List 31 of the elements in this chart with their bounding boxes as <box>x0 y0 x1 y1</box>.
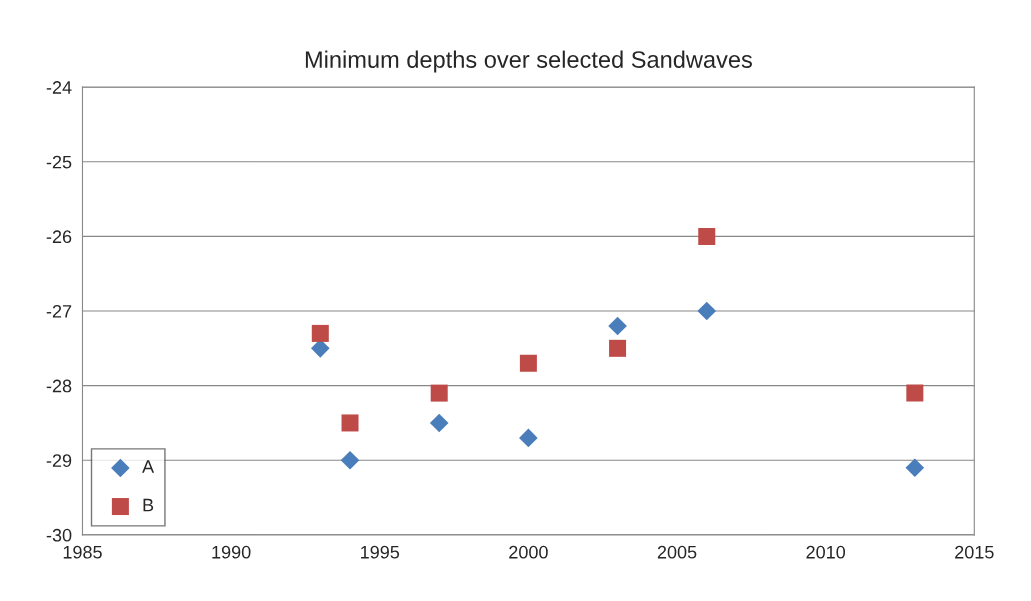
point <box>519 354 537 372</box>
y-tick-label: -25 <box>46 155 72 169</box>
y-tick-label: -24 <box>46 81 72 94</box>
x-tick-label: 2005 <box>657 545 697 559</box>
x-tick-label: 2015 <box>955 545 994 559</box>
legend-label: B <box>143 498 154 512</box>
point <box>905 458 925 478</box>
point <box>341 414 359 432</box>
x-tick-label: 2010 <box>806 545 846 559</box>
point <box>311 324 329 342</box>
y-tick-label: -26 <box>46 230 72 244</box>
point <box>430 384 448 402</box>
chart-title: Minimum depths over selected Sandwaves <box>305 50 752 73</box>
x-tick-label: 2000 <box>509 545 548 559</box>
legend-label: A <box>142 460 155 473</box>
point <box>609 339 627 357</box>
point <box>698 227 716 245</box>
y-tick-label: -28 <box>46 379 72 393</box>
x-tick-label: 1995 <box>361 545 400 559</box>
point <box>697 301 717 321</box>
point <box>340 450 360 470</box>
point <box>310 339 330 358</box>
x-tick-label: 1985 <box>63 545 102 559</box>
point <box>608 316 627 336</box>
point <box>906 384 924 402</box>
y-tick-label: -29 <box>46 454 72 467</box>
point <box>519 428 538 448</box>
point <box>429 413 449 433</box>
y-tick-label: -30 <box>46 528 72 542</box>
y-tick-label: -27 <box>46 304 72 318</box>
x-tick-label: 1990 <box>212 545 251 559</box>
